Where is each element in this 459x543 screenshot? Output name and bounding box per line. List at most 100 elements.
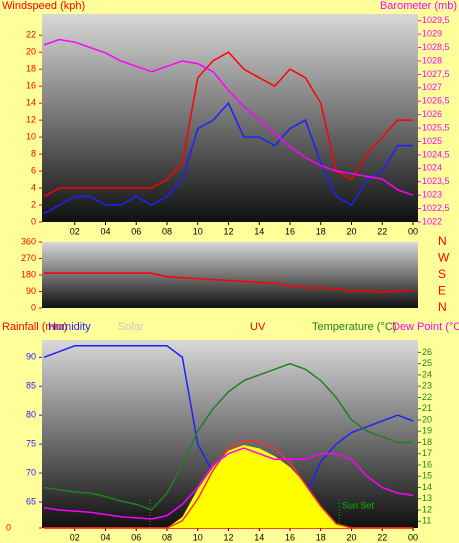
series-line [44, 272, 413, 294]
y2-tick-label: 1022 [422, 216, 442, 226]
y2-tick-label: 1026,5 [422, 96, 450, 106]
legend-label: Humidity [48, 321, 91, 333]
y-tick-label: 16 [26, 81, 36, 91]
x-tick-label: 12 [223, 532, 233, 542]
y-tick-label: 80 [26, 410, 36, 420]
legend-label: UV [250, 321, 266, 333]
x-tick-label: 06 [131, 226, 141, 236]
x-tick-label: 16 [285, 532, 295, 542]
plot-background [42, 242, 418, 308]
x-tick-label: 02 [70, 532, 80, 542]
y-tick-label: 270 [21, 253, 36, 263]
y2-tick-label: 1029 [422, 29, 442, 39]
y-tick-label: 14 [26, 98, 36, 108]
y-tick-label: 4 [31, 182, 36, 192]
y2-tick-label: 1027 [422, 82, 442, 92]
plot-background [42, 14, 418, 222]
x-tick-label: 04 [100, 532, 110, 542]
y2-tick-label: W [438, 251, 450, 265]
x-tick-label: 14 [254, 532, 264, 542]
y2-tick-label: 22 [422, 392, 432, 402]
legend-label: Dew Point (°C) [392, 321, 459, 333]
legend-label: Solar [118, 321, 144, 333]
y2-tick-label: 15 [422, 471, 432, 481]
x-tick-label: 10 [193, 532, 203, 542]
y-tick-label: 90 [26, 352, 36, 362]
y2-tick-label: 1025,5 [422, 122, 450, 132]
y-tick-label: 0 [31, 216, 36, 226]
y2-tick-label: 1027,5 [422, 69, 450, 79]
legend-label: Temperature (°C) [312, 321, 396, 333]
y-tick-label: 75 [26, 438, 36, 448]
y-tick-label: 180 [21, 269, 36, 279]
y2-tick-label: 18 [422, 437, 432, 447]
y2-tick-label: 20 [422, 414, 432, 424]
y-tick-label: 12 [26, 114, 36, 124]
y-tick-label: 2 [31, 199, 36, 209]
y2-tick-label: 1024,5 [422, 149, 450, 159]
x-tick-label: 06 [131, 532, 141, 542]
y2-tick-label: S [438, 267, 446, 281]
axis-title: Windspeed (kph) [2, 0, 85, 12]
y2-tick-label: 1028,5 [422, 42, 450, 52]
x-tick-label: 00 [408, 532, 418, 542]
y2-tick-label: 25 [422, 358, 432, 368]
y2-tick-label: 1023,5 [422, 176, 450, 186]
y-tick-label: 18 [26, 64, 36, 74]
x-tick-label: 20 [346, 532, 356, 542]
series-line [43, 447, 414, 520]
y2-tick-label: E [438, 284, 446, 298]
x-tick-label: 18 [316, 532, 326, 542]
x-tick-label: 22 [377, 226, 387, 236]
y-tick-label: 70 [26, 467, 36, 477]
y2-tick-label: N [438, 234, 447, 248]
y2-tick-label: 12 [422, 504, 432, 514]
legend-label: Rainfall (mm) [2, 321, 67, 333]
y2-tick-label: N [438, 300, 447, 314]
series-line [43, 101, 413, 215]
series-line [43, 51, 413, 198]
y-tick-label: 6 [31, 165, 36, 175]
x-tick-label: 04 [100, 226, 110, 236]
y2-tick-label: 21 [422, 403, 432, 413]
y2-tick-label: 14 [422, 482, 432, 492]
x-tick-label: 08 [162, 532, 172, 542]
y2-tick-label: 11 [422, 516, 431, 526]
y-tick-label: 0 [6, 522, 11, 532]
x-tick-label: 16 [285, 226, 295, 236]
y2-tick-label: 1026 [422, 109, 442, 119]
y-tick-label: 360 [21, 236, 36, 246]
y-tick-label: 20 [26, 47, 36, 57]
axis-title: Barometer (mb) [380, 0, 457, 12]
y2-tick-label: 16 [422, 459, 432, 469]
y2-tick-label: 24 [422, 369, 432, 379]
y-tick-label: 65 [26, 496, 36, 506]
y-tick-label: 8 [31, 148, 36, 158]
series-line [43, 38, 414, 196]
x-tick-label: 10 [193, 226, 203, 236]
y-tick-label: 90 [26, 286, 36, 296]
y2-tick-label: 1022,5 [422, 203, 450, 213]
y2-tick-label: 1029,5 [422, 15, 450, 25]
y2-tick-label: 26 [422, 347, 432, 357]
x-tick-label: 18 [316, 226, 326, 236]
annotation: Sun Set [342, 500, 375, 510]
x-tick-label: 08 [162, 226, 172, 236]
series-line [44, 440, 413, 529]
x-tick-label: 00 [408, 226, 418, 236]
x-tick-label: 20 [346, 226, 356, 236]
series-line [43, 362, 413, 511]
y-tick-label: 22 [26, 30, 36, 40]
y2-tick-label: 23 [422, 381, 432, 391]
x-tick-label: 12 [223, 226, 233, 236]
x-tick-label: 22 [377, 532, 387, 542]
y2-tick-label: 17 [422, 448, 432, 458]
y2-tick-label: 1025 [422, 136, 442, 146]
y-tick-label: 85 [26, 381, 36, 391]
y2-tick-label: 1028 [422, 55, 442, 65]
y2-tick-label: 1023 [422, 190, 442, 200]
x-tick-label: 14 [254, 226, 264, 236]
y2-tick-label: 19 [422, 426, 432, 436]
